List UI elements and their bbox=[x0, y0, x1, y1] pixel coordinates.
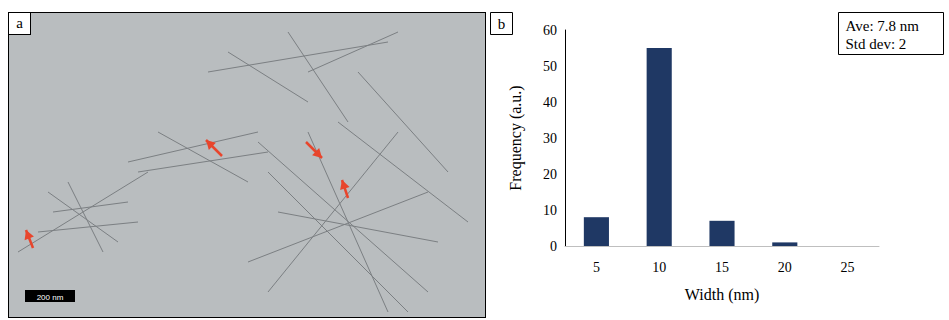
svg-text:50: 50 bbox=[543, 59, 557, 74]
svg-text:20: 20 bbox=[543, 167, 557, 182]
svg-text:10: 10 bbox=[543, 203, 557, 218]
svg-text:200 nm: 200 nm bbox=[37, 293, 64, 302]
svg-text:a: a bbox=[16, 15, 23, 31]
svg-text:5: 5 bbox=[593, 260, 600, 275]
svg-text:40: 40 bbox=[543, 95, 557, 110]
svg-text:Width (nm): Width (nm) bbox=[685, 286, 759, 304]
svg-text:10: 10 bbox=[652, 260, 666, 275]
svg-text:60: 60 bbox=[543, 23, 557, 38]
svg-text:0: 0 bbox=[550, 239, 557, 254]
svg-text:20: 20 bbox=[778, 260, 792, 275]
svg-text:Frequency (a.u.): Frequency (a.u.) bbox=[507, 85, 525, 190]
svg-text:b: b bbox=[498, 16, 506, 32]
svg-text:Std dev: 2: Std dev: 2 bbox=[846, 36, 907, 52]
svg-text:30: 30 bbox=[543, 131, 557, 146]
svg-text:Ave: 7.8 nm: Ave: 7.8 nm bbox=[846, 18, 920, 34]
svg-text:15: 15 bbox=[715, 260, 729, 275]
svg-text:25: 25 bbox=[841, 260, 855, 275]
